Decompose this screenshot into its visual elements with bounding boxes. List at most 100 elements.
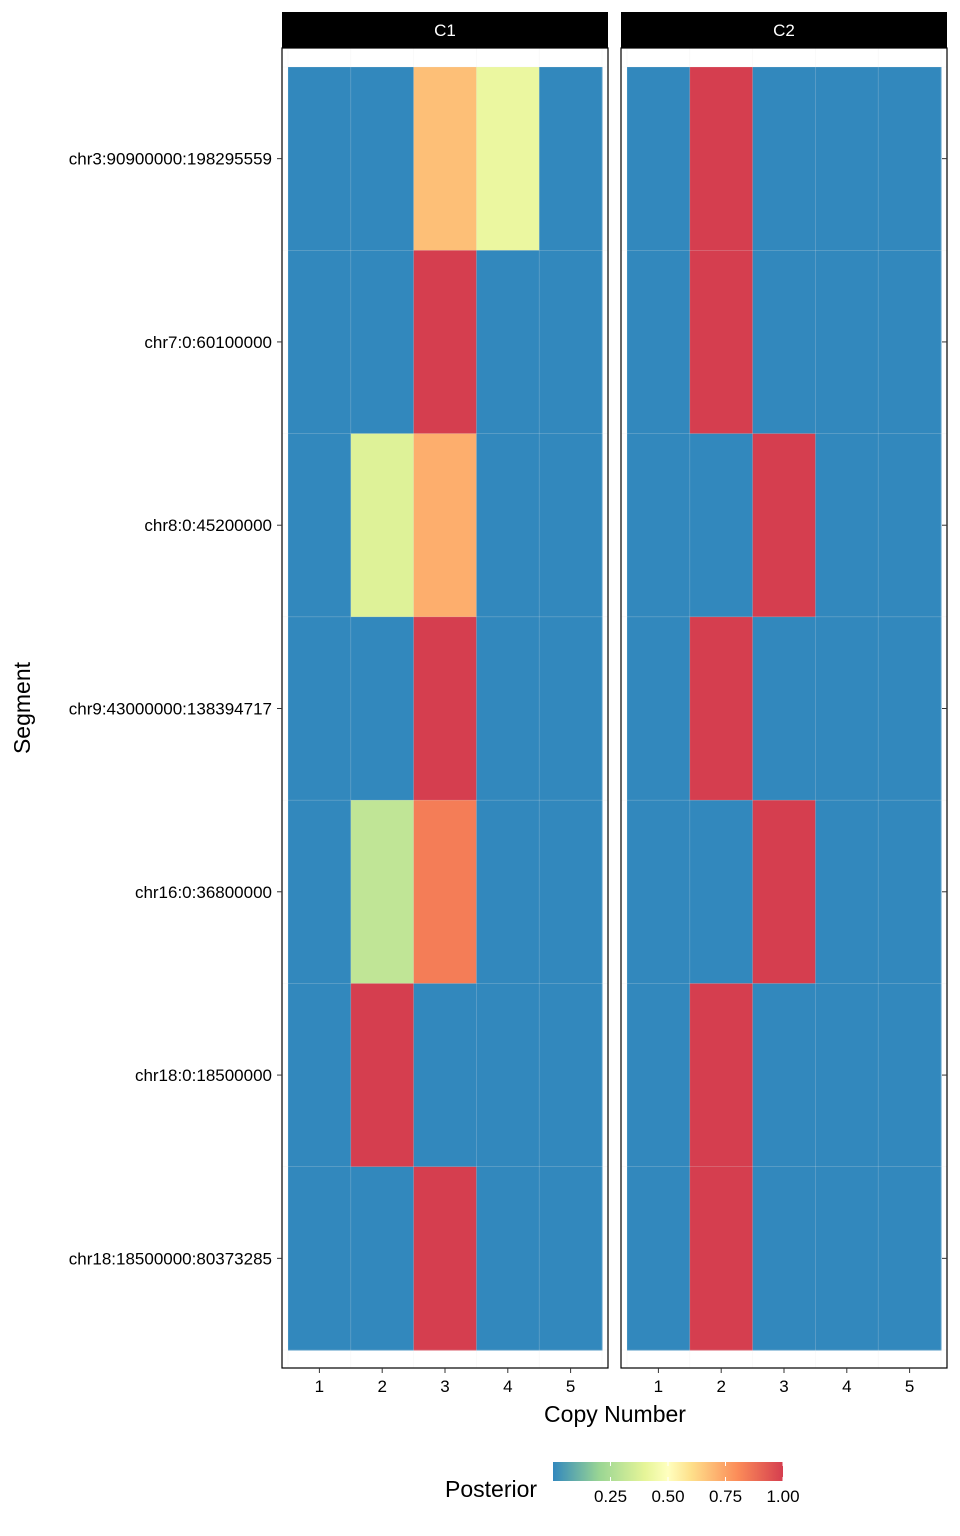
legend-tick-label: 0.75 — [709, 1487, 742, 1506]
heatmap-cell — [288, 250, 352, 435]
heatmap-cell — [689, 67, 754, 251]
heatmap-cell — [752, 1166, 816, 1351]
heatmap-cell — [627, 616, 691, 801]
x-axis: 1 2 3 4 5 1 2 3 4 5 — [315, 1368, 914, 1396]
heatmap-cell — [878, 67, 942, 251]
heatmap-cell — [476, 250, 540, 435]
heatmap-cell — [752, 433, 816, 618]
heatmap-cell — [752, 67, 816, 251]
heatmap-cell — [627, 250, 691, 435]
heatmap-cell — [878, 616, 942, 801]
heatmap-cell — [288, 1166, 352, 1351]
heatmap-cell — [689, 1166, 754, 1351]
heatmap-cell — [350, 67, 415, 251]
heatmap-cell — [413, 67, 477, 251]
facet-strip — [282, 12, 608, 48]
legend-title: Posterior — [445, 1476, 537, 1502]
heatmap-cell — [539, 1166, 603, 1351]
heatmap-cell — [413, 250, 477, 435]
heatmap-cell — [476, 1166, 540, 1351]
x-axis-title: Copy Number — [544, 1401, 686, 1427]
x-tick-label: 2 — [716, 1377, 725, 1396]
heatmap-cell — [627, 67, 691, 251]
heatmap-cell — [350, 433, 415, 618]
heatmap-cell — [689, 616, 754, 801]
x-tick-label: 5 — [566, 1377, 575, 1396]
heatmap-cell — [627, 800, 691, 984]
heatmap-cell — [413, 616, 477, 801]
heatmap-cell — [476, 800, 540, 984]
heatmap-cell — [350, 616, 415, 801]
y-tick-label: chr16:0:36800000 — [135, 883, 272, 902]
x-tick-label: 3 — [440, 1377, 449, 1396]
heatmap-cell — [815, 983, 879, 1168]
legend-colorbar — [553, 1462, 783, 1481]
heatmap-cell — [539, 250, 603, 435]
x-tick-label: 5 — [905, 1377, 914, 1396]
facet-strip-label: C1 — [434, 21, 456, 40]
heatmap-cell — [689, 250, 754, 435]
heatmap-cell — [476, 983, 540, 1168]
facet-strip — [621, 12, 947, 48]
heatmap-cell — [476, 616, 540, 801]
x-tick-label: 2 — [377, 1377, 386, 1396]
heatmap-cell — [689, 983, 754, 1168]
y-tick-label: chr18:18500000:80373285 — [69, 1249, 272, 1268]
y-tick-label: chr8:0:45200000 — [144, 516, 272, 535]
heatmap-cell — [627, 1166, 691, 1351]
heatmap-cell — [413, 1166, 477, 1351]
heatmap-cell — [878, 250, 942, 435]
heatmap-cell — [878, 433, 942, 618]
legend-tick-label: 0.25 — [594, 1487, 627, 1506]
heatmap-cell — [627, 433, 691, 618]
facet-panel-C1: C1 — [281, 12, 609, 1369]
heatmap-cell — [288, 983, 352, 1168]
heatmap-cell — [413, 800, 477, 984]
y-axis: chr3:90900000:198295559 chr7:0:60100000 ch… — [69, 150, 282, 1268]
heatmap-cell — [539, 67, 603, 251]
heatmap-cell — [752, 616, 816, 801]
x-tick-label: 4 — [503, 1377, 512, 1396]
heatmap-cell — [413, 983, 477, 1168]
heatmap-cell — [539, 800, 603, 984]
heatmap-cell — [288, 616, 352, 801]
heatmap-cell — [627, 983, 691, 1168]
heatmap-cell — [350, 1166, 415, 1351]
heatmap-cell — [815, 1166, 879, 1351]
facet-panels: C1 C2 — [281, 12, 948, 1369]
heatmap-cell — [815, 433, 879, 618]
heatmap-cell — [815, 800, 879, 984]
x-tick-label: 1 — [315, 1377, 324, 1396]
heatmap-cell — [878, 1166, 942, 1351]
heatmap-cell — [752, 983, 816, 1168]
heatmap-cell — [815, 67, 879, 251]
heatmap-cell — [413, 433, 477, 618]
x-tick-label: 1 — [654, 1377, 663, 1396]
y-tick-label: chr9:43000000:138394717 — [69, 700, 272, 719]
heatmap-cell — [815, 616, 879, 801]
legend: Posterior 0.25 0.50 0.75 1.00 — [445, 1462, 800, 1506]
heatmap-cell — [878, 983, 942, 1168]
facet-panel-C2: C2 — [620, 12, 948, 1369]
heatmap-cell — [288, 800, 352, 984]
y-tick-label: chr3:90900000:198295559 — [69, 150, 272, 169]
heatmap-cell — [539, 616, 603, 801]
y-tick-label: chr18:0:18500000 — [135, 1066, 272, 1085]
heatmap-cell — [350, 983, 415, 1168]
legend-tick-label: 1.00 — [766, 1487, 799, 1506]
heatmap-cell — [288, 67, 352, 251]
x-tick-label: 4 — [842, 1377, 851, 1396]
legend-tick-label: 0.50 — [651, 1487, 684, 1506]
heatmap-cell — [878, 800, 942, 984]
heatmap-cell — [476, 433, 540, 618]
facet-strip-label: C2 — [773, 21, 795, 40]
x-tick-label: 3 — [779, 1377, 788, 1396]
heatmap-cell — [689, 433, 754, 618]
y-tick-label: chr7:0:60100000 — [144, 333, 272, 352]
heatmap-cell — [539, 983, 603, 1168]
heatmap-cell — [815, 250, 879, 435]
heatmap-cell — [350, 800, 415, 984]
heatmap-cell — [689, 800, 754, 984]
heatmap-cell — [752, 800, 816, 984]
